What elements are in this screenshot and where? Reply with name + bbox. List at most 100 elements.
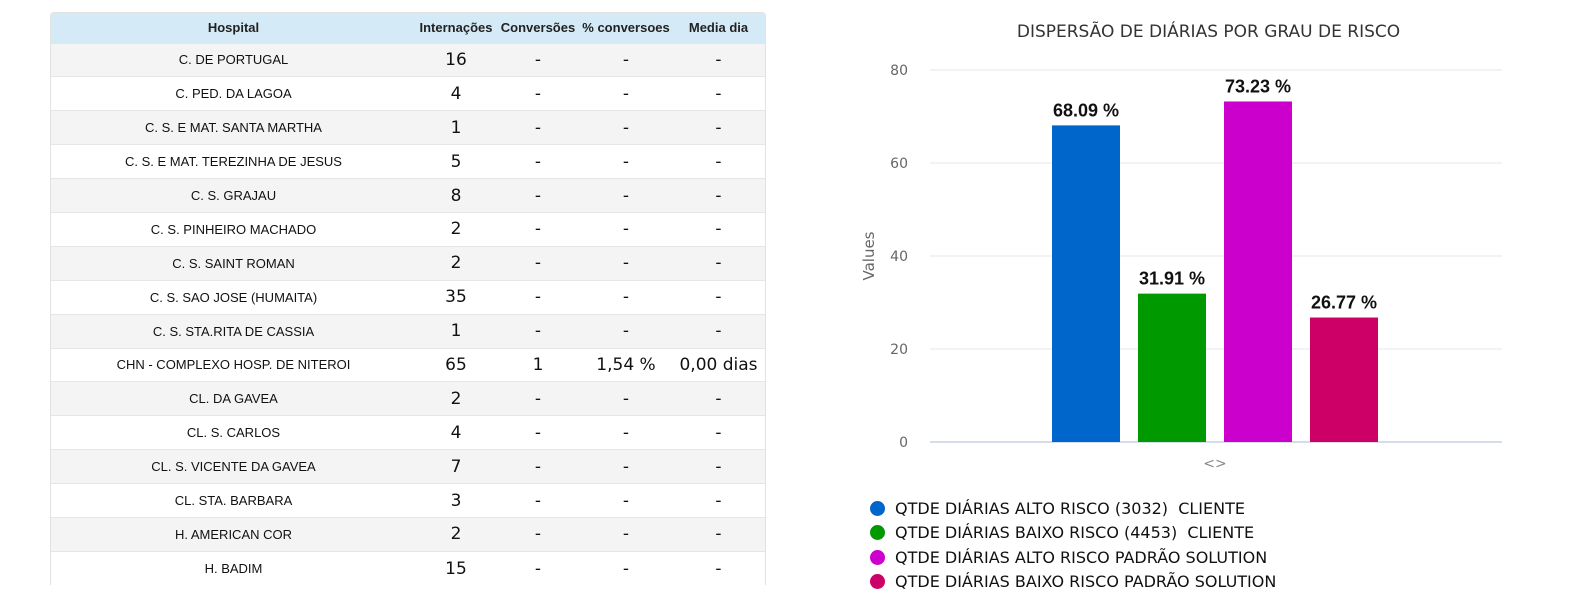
cell-percent-conversoes: - [622, 490, 630, 511]
cell-media-dia: - [715, 117, 722, 138]
cell-media-dia: - [715, 83, 722, 104]
cell-conversoes: - [534, 117, 542, 138]
bar-value-label: 73.23 % [1225, 76, 1291, 96]
table-row[interactable]: H. BADIM 15 - - - [51, 551, 765, 586]
cell-hospital: C. S. STA.RITA DE CASSIA [152, 323, 315, 339]
cell-percent-conversoes: - [622, 253, 630, 274]
table-row[interactable]: C. S. SAO JOSE (HUMAITA) 35 - - - [51, 280, 765, 315]
cell-conversoes: - [534, 185, 542, 206]
table-row[interactable]: C. S. PINHEIRO MACHADO 2 - - - [51, 212, 765, 247]
header-hospital[interactable]: Hospital [207, 20, 260, 36]
table-body: C. DE PORTUGAL 16- - - C. PED. DA LAGOA 4- - - C… [51, 43, 765, 586]
cell-percent-conversoes: - [622, 321, 630, 342]
y-tick-label: 20 [890, 342, 908, 358]
y-axis-label: Values [860, 231, 878, 280]
legend-item[interactable]: QTDE DIÁRIAS ALTO RISCO (3032) CLIENTE [870, 496, 1276, 521]
y-tick-label: 0 [899, 435, 908, 451]
table-row[interactable]: C. PED. DA LAGOA 4 - - - [51, 76, 765, 111]
cell-internacoes: 8 [450, 185, 462, 206]
cell-media-dia: - [715, 287, 722, 308]
cell-conversoes: - [534, 524, 542, 545]
legend-item[interactable]: QTDE DIÁRIAS ALTO RISCO PADRÃO SOLUTION [870, 545, 1276, 570]
cell-internacoes: 2 [450, 219, 462, 240]
cell-conversoes: - [534, 49, 542, 70]
legend-dot-icon [870, 525, 885, 541]
cell-internacoes: 15 [445, 558, 467, 579]
chart-area: DISPERSÃO DE DIÁRIAS POR GRAU DE RISCO 0… [830, 0, 1587, 602]
bar-value-label: 26.77 % [1311, 293, 1377, 313]
cell-hospital: C. S. PINHEIRO MACHADO [150, 221, 317, 237]
y-tick-label: 40 [890, 249, 908, 265]
legend-dot-icon [870, 549, 885, 565]
table-header-row: Hospital Internações Conversões % conversoe… [51, 13, 765, 43]
cell-internacoes: 35 [445, 287, 467, 308]
table-row[interactable]: C. S. STA.RITA DE CASSIA 1 - - - [51, 314, 765, 349]
cell-media-dia: - [715, 219, 722, 240]
cell-conversoes: - [534, 83, 542, 104]
cell-internacoes: 4 [450, 422, 462, 443]
table-row[interactable]: C. S. E MAT. TEREZINHA DE JESUS 5 - - - [51, 144, 765, 179]
legend-dot-icon [870, 574, 885, 590]
legend-label: QTDE DIÁRIAS BAIXO RISCO (4453) CLIENTE [895, 523, 1255, 543]
cell-conversoes: - [534, 253, 542, 274]
table-row[interactable]: C. DE PORTUGAL 16 - - - [51, 43, 765, 77]
cell-internacoes: 65 [445, 354, 467, 375]
cell-hospital: H. AMERICAN COR [174, 526, 292, 542]
table-row[interactable]: CL. S. VICENTE DA GAVEA 7 - - - [51, 449, 765, 484]
bar-chart: 0 20 40 60 80 Values <> 68.09 % 31.91 % 73.23 % 26… [860, 63, 1502, 472]
cell-internacoes: 4 [450, 83, 462, 104]
cell-hospital: CL. DA GAVEA [189, 391, 278, 407]
table-row[interactable]: CL. S. CARLOS 4 - - - [51, 415, 765, 450]
hospital-table: Hospital Internações Conversões % conversoe… [51, 13, 765, 586]
cell-media-dia: - [715, 185, 722, 206]
table-row[interactable]: C. S. E MAT. SANTA MARTHA 1 - - - [51, 110, 765, 145]
cell-conversoes: - [534, 422, 542, 443]
cell-hospital: C. DE PORTUGAL [178, 52, 289, 68]
table-row[interactable]: C. S. GRAJAU 8 - - - [51, 178, 765, 213]
cell-conversoes: - [534, 490, 542, 511]
cell-internacoes: 16 [445, 49, 467, 70]
cell-hospital: CL. S. CARLOS [186, 425, 281, 441]
cell-internacoes: 2 [450, 524, 462, 545]
header-conversoes[interactable]: Conversões [500, 20, 576, 36]
bar-value-label: 68.09 % [1053, 100, 1119, 120]
table-row[interactable]: CL. STA. BARBARA 3 - - - [51, 483, 765, 518]
cell-media-dia: - [715, 151, 722, 172]
table-row[interactable]: CL. DA GAVEA 2 - - - [51, 381, 765, 416]
cell-media-dia: - [715, 321, 722, 342]
cell-media-dia: - [715, 49, 722, 70]
cell-percent-conversoes: - [622, 456, 630, 477]
cell-hospital: C. S. GRAJAU [190, 188, 277, 203]
y-tick-label: 60 [890, 156, 908, 172]
cell-percent-conversoes: - [622, 49, 630, 70]
table-row[interactable]: CHN - COMPLEXO HOSP. DE NITEROI 65 1 1,54 %… [51, 348, 765, 382]
cell-hospital: CL. S. VICENTE DA GAVEA [151, 459, 316, 475]
header-internacoes[interactable]: Internações [419, 20, 493, 36]
cell-media-dia: - [715, 388, 722, 409]
legend-label: QTDE DIÁRIAS BAIXO RISCO PADRÃO SOLUTION [895, 572, 1277, 592]
cell-hospital: C. S. SAINT ROMAN [172, 255, 295, 271]
cell-hospital: C. S. SAO JOSE (HUMAITA) [149, 289, 318, 305]
table-row[interactable]: C. S. SAINT ROMAN 2 - - - [51, 246, 765, 281]
cell-percent-conversoes: - [622, 219, 630, 240]
cell-media-dia: - [715, 422, 722, 443]
cell-hospital: CL. STA. BARBARA [174, 493, 293, 509]
legend-item[interactable]: QTDE DIÁRIAS BAIXO RISCO (4453) CLIENTE [870, 521, 1276, 546]
cell-percent-conversoes: - [622, 185, 630, 206]
bar [1224, 101, 1292, 442]
cell-internacoes: 1 [450, 321, 462, 342]
cell-conversoes: - [534, 219, 542, 240]
header-media-dia[interactable]: Media dia [688, 20, 749, 36]
legend-dot-icon [870, 500, 885, 516]
legend-item[interactable]: QTDE DIÁRIAS BAIXO RISCO PADRÃO SOLUTION [870, 570, 1276, 595]
legend-label: QTDE DIÁRIAS ALTO RISCO (3032) CLIENTE [895, 498, 1245, 518]
table-row[interactable]: H. AMERICAN COR 2 - - - [51, 517, 765, 552]
bar-value-label: 31.91 % [1139, 269, 1205, 289]
header-percent-conversoes[interactable]: % conversoes [582, 20, 670, 36]
cell-hospital: C. S. E MAT. SANTA MARTHA [145, 120, 322, 136]
cell-percent-conversoes: 1,54 % [596, 354, 656, 375]
bar [1310, 317, 1378, 442]
cell-internacoes: 2 [450, 253, 462, 274]
cell-hospital: C. S. E MAT. TEREZINHA DE JESUS [125, 154, 342, 170]
cell-conversoes: - [534, 321, 542, 342]
